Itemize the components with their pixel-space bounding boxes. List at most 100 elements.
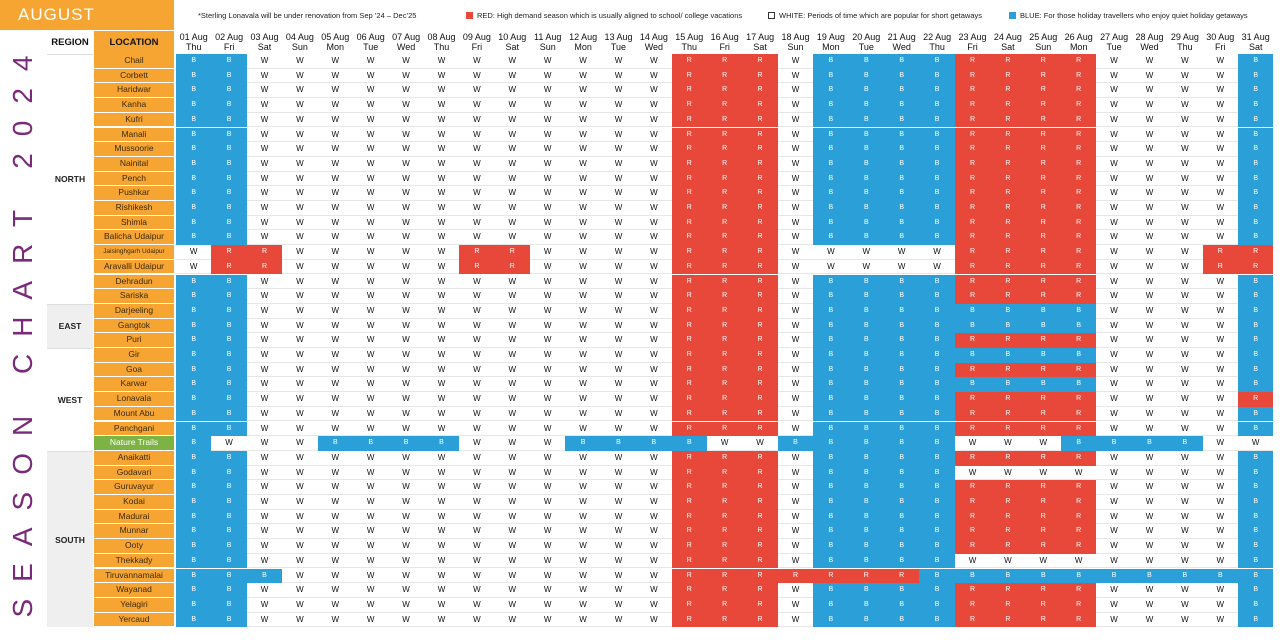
season-cell: B xyxy=(813,318,849,334)
season-cell: B xyxy=(211,98,247,113)
season-cell: R xyxy=(1025,524,1061,540)
season-cell: B xyxy=(954,377,991,393)
date-header: 28 Aug Wed xyxy=(1132,31,1167,54)
season-cell: B xyxy=(176,318,212,334)
season-cell: W xyxy=(317,450,353,466)
season-cell: W xyxy=(1131,583,1168,598)
season-cell: R xyxy=(1061,156,1097,172)
season-cell: W xyxy=(388,406,424,422)
date-header: 27 Aug Tue xyxy=(1096,31,1131,54)
legend-white-text: WHITE: Periods of time which are popular… xyxy=(779,11,982,20)
season-cell: W xyxy=(777,450,814,466)
season-cell: W xyxy=(353,289,389,304)
season-cell: B xyxy=(813,421,849,437)
season-cell: B xyxy=(176,583,212,598)
season-cell: B xyxy=(813,127,849,143)
season-cell: B xyxy=(671,436,707,451)
season-cell: W xyxy=(282,156,318,172)
season-cell: R xyxy=(707,245,743,260)
season-cell: R xyxy=(1061,230,1097,246)
season-cell: B xyxy=(884,406,920,422)
season-cell: B xyxy=(1167,568,1203,584)
season-cell: B xyxy=(211,495,247,510)
season-cell: B xyxy=(1238,612,1274,628)
season-cell: B xyxy=(813,303,849,319)
season-cell: W xyxy=(530,318,566,334)
season-cell: B xyxy=(1167,436,1203,451)
season-cell: W xyxy=(1202,54,1238,69)
season-cell: B xyxy=(813,215,849,231)
season-cell: B xyxy=(848,186,884,201)
season-cell: W xyxy=(530,289,566,304)
season-cell: W xyxy=(282,421,318,437)
season-cell: W xyxy=(1096,465,1132,481)
season-cell: W xyxy=(777,230,814,246)
season-cell: R xyxy=(707,539,743,554)
season-cell: B xyxy=(1238,362,1274,378)
season-cell: W xyxy=(282,98,318,113)
season-cell: W xyxy=(1131,509,1168,525)
season-cell: W xyxy=(1096,450,1132,466)
season-cell: W xyxy=(600,259,637,275)
season-cell: W xyxy=(636,112,672,128)
season-cell: W xyxy=(246,274,283,290)
season-cell: W xyxy=(282,245,318,260)
season-cell: W xyxy=(282,215,318,231)
season-cell: W xyxy=(777,186,814,201)
season-cell: R xyxy=(990,406,1026,422)
season-cell: W xyxy=(1096,509,1132,525)
season-cell: R xyxy=(742,54,778,69)
season-cell: B xyxy=(990,303,1026,319)
season-cell: W xyxy=(246,230,283,246)
season-cell: R xyxy=(954,245,991,260)
season-cell: W xyxy=(565,597,601,613)
season-cell: B xyxy=(884,112,920,128)
season-cell: B xyxy=(176,68,212,84)
season-cell: W xyxy=(530,553,566,569)
season-cell: R xyxy=(954,362,991,378)
season-cell: B xyxy=(1238,421,1274,437)
season-cell: W xyxy=(388,127,424,143)
season-cell: W xyxy=(1167,54,1203,69)
season-cell: W xyxy=(777,465,814,481)
season-cell: W xyxy=(636,156,672,172)
season-cell: W xyxy=(1096,245,1132,260)
season-cell: W xyxy=(1167,406,1203,422)
season-cell: W xyxy=(1202,112,1238,128)
season-cell: W xyxy=(530,377,566,393)
season-cell: W xyxy=(353,83,389,99)
season-cell: W xyxy=(636,495,672,510)
date-label: 12 Aug xyxy=(569,32,598,42)
season-cell: B xyxy=(919,480,955,495)
season-cell: W xyxy=(282,230,318,246)
season-cell: W xyxy=(565,553,601,569)
season-cell: W xyxy=(600,539,637,554)
season-cell: B xyxy=(1238,553,1274,569)
season-cell: W xyxy=(1096,524,1132,540)
season-cell: W xyxy=(1096,54,1132,69)
season-cell: W xyxy=(1131,553,1168,569)
season-cell: B xyxy=(1238,348,1274,363)
legend-red: RED: High demand season which is usually… xyxy=(466,11,742,20)
season-cell: W xyxy=(565,450,601,466)
date-header: 23 Aug Fri xyxy=(955,31,990,54)
season-cell: B xyxy=(813,289,849,304)
season-cell: B xyxy=(211,568,247,584)
season-cell: W xyxy=(246,495,283,510)
season-cell: R xyxy=(1238,392,1274,407)
day-label: Tue xyxy=(858,42,874,52)
season-cell: B xyxy=(1238,303,1274,319)
location-label: Gir xyxy=(94,348,174,363)
location-label: Lonavala xyxy=(94,392,174,407)
season-cell: B xyxy=(848,362,884,378)
season-cell: W xyxy=(353,377,389,393)
season-cell: W xyxy=(423,465,460,481)
season-cell: W xyxy=(777,289,814,304)
season-cell: B xyxy=(1061,436,1097,451)
season-cell: W xyxy=(1202,156,1238,172)
season-cell: W xyxy=(423,480,460,495)
season-cell: B xyxy=(848,156,884,172)
season-cell: R xyxy=(954,392,991,407)
season-cell: W xyxy=(636,68,672,84)
season-cell: B xyxy=(1238,465,1274,481)
